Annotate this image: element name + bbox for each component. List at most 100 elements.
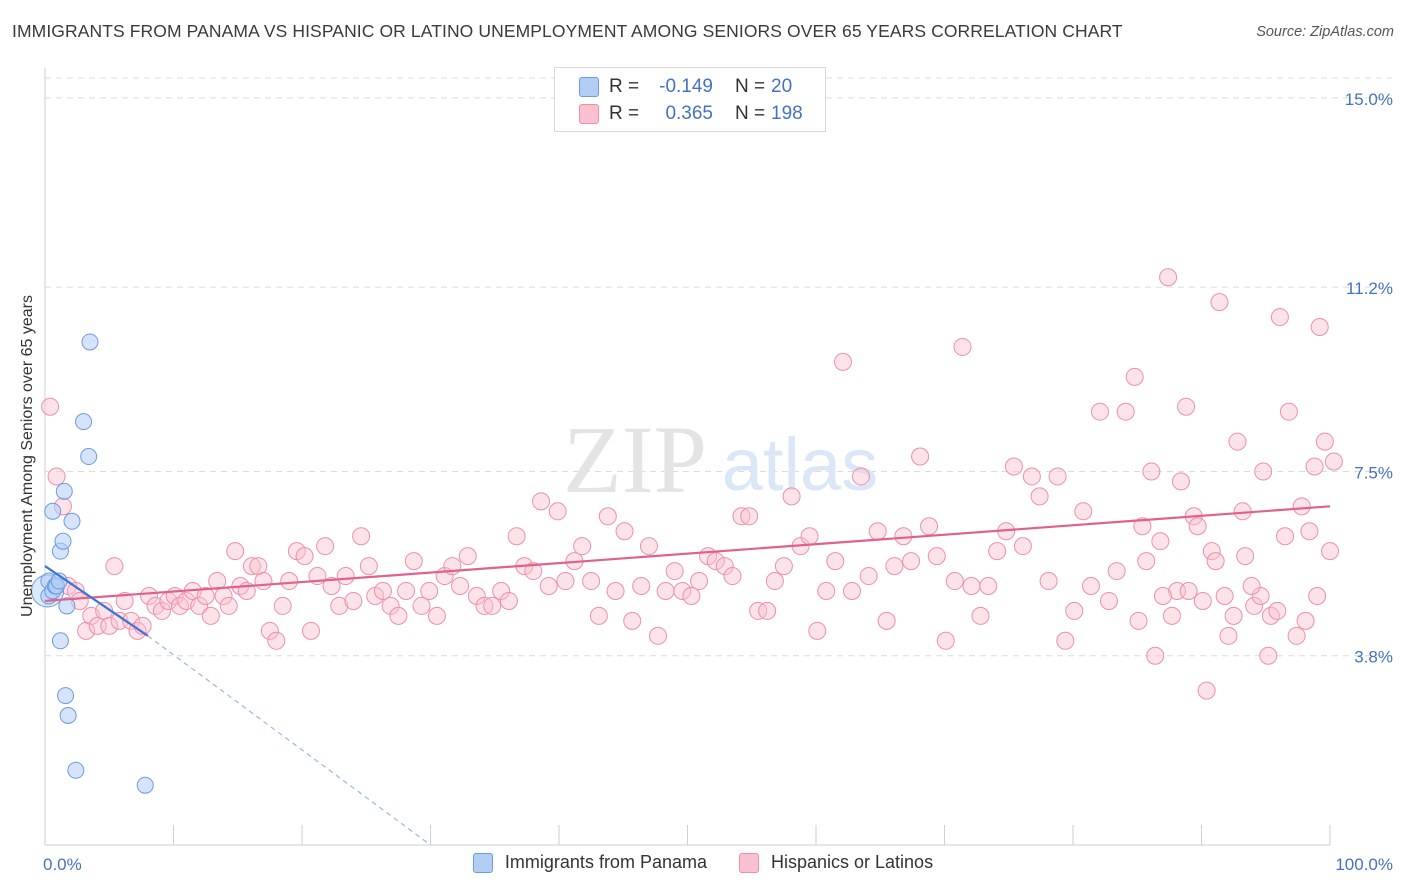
- data-point-panama: [59, 707, 77, 725]
- data-point-hispanics: [1090, 402, 1109, 421]
- data-point-hispanics: [1206, 552, 1225, 571]
- data-point-hispanics: [1039, 572, 1058, 591]
- data-point-hispanics: [1315, 432, 1334, 451]
- data-point-hispanics: [1153, 586, 1172, 605]
- data-point-hispanics: [1159, 268, 1178, 287]
- data-point-hispanics: [219, 596, 238, 615]
- watermark-atlas: atlas: [722, 423, 878, 506]
- data-point-hispanics: [1242, 577, 1261, 596]
- data-point-hispanics: [842, 581, 861, 600]
- chart-title: IMMIGRANTS FROM PANAMA VS HISPANIC OR LA…: [12, 21, 1123, 41]
- data-point-hispanics: [1030, 487, 1049, 506]
- data-point-hispanics: [1251, 586, 1270, 605]
- data-point-hispanics: [817, 581, 836, 600]
- axes: [44, 68, 1331, 846]
- y-axis-label: Unemployment Among Seniors over 65 years: [19, 295, 36, 617]
- data-point-hispanics: [979, 577, 998, 596]
- data-point-hispanics: [740, 507, 759, 526]
- legend-swatch-panama: [579, 77, 599, 97]
- data-point-hispanics: [690, 572, 709, 591]
- data-point-hispanics: [1022, 467, 1041, 486]
- data-point-hispanics: [404, 552, 423, 571]
- data-point-hispanics: [1193, 591, 1212, 610]
- data-point-hispanics: [1268, 601, 1287, 620]
- legend-n-label: N =: [735, 103, 766, 124]
- data-point-hispanics: [800, 527, 819, 546]
- data-point-hispanics: [927, 547, 946, 566]
- data-point-hispanics: [492, 581, 511, 600]
- data-point-hispanics: [190, 596, 209, 615]
- legend-row-panama: R = -0.149 N = 20: [579, 75, 792, 99]
- data-point-hispanics: [589, 606, 608, 625]
- legend-item-panama[interactable]: Immigrants from Panama: [472, 852, 707, 873]
- data-point-hispanics: [1276, 527, 1295, 546]
- data-point-hispanics: [1228, 432, 1247, 451]
- source-label: Source: ZipAtlas.com: [1256, 24, 1394, 40]
- data-point-hispanics: [1056, 631, 1075, 650]
- data-point-hispanics: [833, 352, 852, 371]
- data-point-hispanics: [201, 606, 220, 625]
- legend-item-hispanics[interactable]: Hispanics or Latinos: [738, 852, 933, 873]
- data-point-hispanics: [122, 611, 141, 630]
- data-point-hispanics: [1236, 547, 1255, 566]
- data-point-hispanics: [451, 577, 470, 596]
- data-point-panama: [58, 597, 76, 615]
- data-point-panama: [75, 413, 93, 431]
- data-point-hispanics: [715, 557, 734, 576]
- data-point-panama: [63, 512, 81, 530]
- data-point-hispanics: [1177, 397, 1196, 416]
- data-point-hispanics: [373, 581, 392, 600]
- data-point-hispanics: [249, 557, 268, 576]
- data-point-hispanics: [851, 467, 870, 486]
- data-point-hispanics: [1004, 457, 1023, 476]
- legend-n-label: N =: [735, 76, 766, 97]
- data-point-hispanics: [1324, 452, 1343, 471]
- legend-n-value-panama: 20: [771, 76, 793, 97]
- data-point-hispanics: [1296, 611, 1315, 630]
- data-point-hispanics: [499, 591, 518, 610]
- y-tick-label: 7.5%: [1354, 463, 1393, 482]
- data-point-hispanics: [322, 577, 341, 596]
- data-point-panama: [81, 333, 99, 351]
- data-point-hispanics: [41, 397, 60, 416]
- data-point-hispanics: [732, 507, 751, 526]
- y-tick-label: 3.8%: [1354, 648, 1393, 667]
- y-tick-label: 15.0%: [1345, 90, 1393, 109]
- data-point-hispanics: [196, 586, 215, 605]
- data-point-hispanics: [1162, 606, 1181, 625]
- data-point-hispanics: [1048, 467, 1067, 486]
- series-hispanics-points: [41, 268, 1343, 700]
- data-point-hispanics: [301, 621, 320, 640]
- data-point-hispanics: [556, 572, 575, 591]
- data-point-hispanics: [1270, 308, 1289, 327]
- legend-r-label: R =: [609, 103, 640, 124]
- legend-row-hispanics: R = 0.365 N = 198: [579, 102, 803, 126]
- data-point-hispanics: [632, 577, 651, 596]
- data-point-hispanics: [615, 522, 634, 541]
- data-point-hispanics: [1081, 577, 1100, 596]
- data-point-hispanics: [1287, 626, 1306, 645]
- data-point-hispanics: [902, 552, 921, 571]
- data-point-hispanics: [389, 606, 408, 625]
- data-point-hispanics: [639, 537, 658, 556]
- data-point-hispanics: [774, 557, 793, 576]
- data-point-hispanics: [1197, 681, 1216, 700]
- data-point-hispanics: [1259, 646, 1278, 665]
- data-point-hispanics: [1310, 318, 1329, 337]
- data-point-hispanics: [962, 577, 981, 596]
- data-point-hispanics: [945, 572, 964, 591]
- data-point-hispanics: [673, 581, 692, 600]
- data-point-hispanics: [140, 586, 159, 605]
- data-point-hispanics: [507, 527, 526, 546]
- trend-lines: [44, 505, 1331, 846]
- legend-r-label: R =: [609, 76, 640, 97]
- data-point-hispanics: [539, 577, 558, 596]
- legend-label-panama: Immigrants from Panama: [504, 852, 707, 872]
- data-point-hispanics: [412, 596, 431, 615]
- data-point-hispanics: [1202, 542, 1221, 561]
- data-point-hispanics: [665, 562, 684, 581]
- trend-line-panama-extrapolated: [147, 635, 431, 846]
- legend-r-value-hispanics: 0.365: [665, 103, 713, 124]
- data-point-panama: [80, 448, 98, 466]
- data-point-hispanics: [47, 467, 66, 486]
